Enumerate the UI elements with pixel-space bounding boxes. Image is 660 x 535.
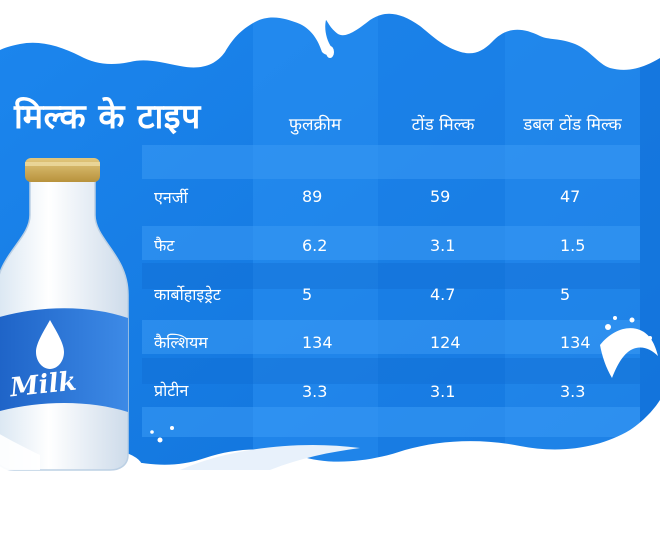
row-label-fat: फैट <box>154 236 175 255</box>
cell-calcium-fullcream: 134 <box>302 333 333 352</box>
cell-fat-fullcream: 6.2 <box>302 236 328 255</box>
cell-fat-toned: 3.1 <box>430 236 456 255</box>
cell-energy-double-toned: 47 <box>560 187 581 206</box>
cell-carbohydrate-double-toned: 5 <box>560 285 571 304</box>
milk-bottle-icon <box>0 158 142 488</box>
row-label-calcium: कैल्शियम <box>154 333 208 352</box>
column-header-double-toned: डबल टोंड मिल्क <box>523 115 622 135</box>
cell-protein-toned: 3.1 <box>430 382 456 401</box>
column-header-toned: टोंड मिल्क <box>411 115 475 135</box>
cell-protein-double-toned: 3.3 <box>560 382 586 401</box>
cell-protein-fullcream: 3.3 <box>302 382 328 401</box>
cell-carbohydrate-fullcream: 5 <box>302 285 313 304</box>
cell-calcium-toned: 124 <box>430 333 461 352</box>
row-label-carbohydrate: कार्बोहाइड्रेट <box>154 285 221 304</box>
page-title: मिल्क के टाइप <box>14 97 201 137</box>
cell-calcium-double-toned: 134 <box>560 333 591 352</box>
cell-fat-double-toned: 1.5 <box>560 236 586 255</box>
cell-carbohydrate-toned: 4.7 <box>430 285 456 304</box>
column-header-fullcream: फुलक्रीम <box>288 115 342 135</box>
cell-energy-toned: 59 <box>430 187 451 206</box>
cell-energy-fullcream: 89 <box>302 187 323 206</box>
row-label-energy: एनर्जी <box>154 188 188 207</box>
row-label-protein: प्रोटीन <box>154 381 189 400</box>
